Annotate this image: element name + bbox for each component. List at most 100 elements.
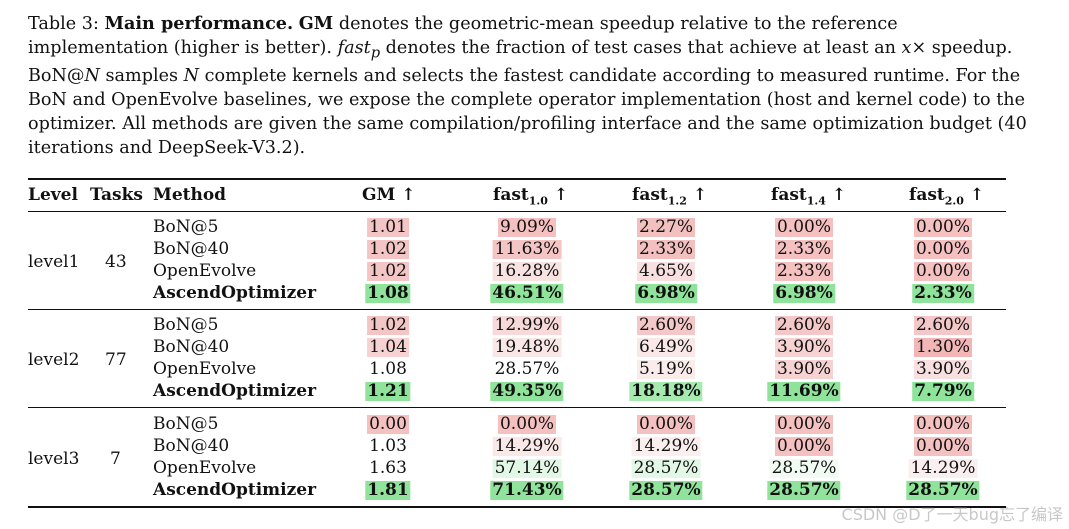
caption-n-var-2: N [183, 66, 200, 87]
value-cell-gm: 1.08 [365, 283, 411, 303]
value-cell-fast-1-0: 71.43% [490, 480, 564, 500]
value-cell-fast-1-4: 3.90% [774, 337, 834, 357]
value-cell-fast-1-0: 16.28% [492, 261, 562, 281]
value-cell-fast-1-2: 4.65% [636, 261, 696, 281]
value-cell-fast-1-0: 9.09% [497, 217, 557, 237]
value-cell-fast-1-0: 28.57% [492, 359, 562, 379]
method-name: BoN@40 [153, 239, 230, 259]
header-arrow: ↑ [825, 185, 847, 205]
value-cell-fast-1-2: 6.49% [636, 337, 696, 357]
method-name: OpenEvolve [153, 359, 257, 379]
caption-text-4: samples [99, 66, 184, 87]
caption-text-2: denotes the fraction of test cases that … [380, 37, 902, 58]
value-cell-fast-1-0: 11.63% [492, 239, 562, 259]
caption-x-var: x [901, 37, 912, 58]
group-rule-2 [28, 407, 1006, 408]
header-fast-text: fast [632, 185, 668, 205]
value-cell-fast-2-0: 0.00% [913, 217, 973, 237]
value-cell-fast-1-4: 0.00% [774, 217, 834, 237]
top-rule [28, 178, 1006, 180]
caption-bold-title: Main performance. [104, 13, 294, 34]
header-fast-1-0: fast1.0 ↑ [493, 185, 568, 207]
value-cell-fast-1-4: 2.33% [774, 261, 834, 281]
header-fast-text: fast [909, 185, 945, 205]
method-name: AscendOptimizer [153, 381, 317, 401]
value-cell-gm: 1.03 [367, 436, 409, 456]
value-cell-fast-2-0: 0.00% [913, 436, 973, 456]
value-cell-fast-1-4: 28.57% [769, 458, 839, 478]
value-cell-gm: 0.00 [367, 414, 409, 434]
value-cell-gm: 1.02 [367, 239, 409, 259]
table-caption: Table 3: Main performance. GM denotes th… [28, 12, 1038, 160]
value-cell-fast-2-0: 1.30% [913, 337, 973, 357]
value-cell-fast-2-0: 3.90% [913, 359, 973, 379]
level-label: level2 [28, 350, 80, 370]
value-cell-fast-1-4: 0.00% [774, 436, 834, 456]
header-fast-sub: 1.0 [528, 194, 548, 208]
value-cell-gm: 1.02 [367, 261, 409, 281]
value-cell-fast-1-2: 2.60% [636, 315, 696, 335]
value-cell-fast-1-2: 28.57% [629, 480, 703, 500]
header-level: Level [28, 185, 78, 205]
value-cell-gm: 1.01 [367, 217, 409, 237]
value-cell-fast-1-0: 57.14% [492, 458, 562, 478]
value-cell-fast-1-2: 6.98% [635, 283, 697, 303]
method-name: AscendOptimizer [153, 283, 317, 303]
header-fast-text: fast [493, 185, 529, 205]
method-name: OpenEvolve [153, 458, 257, 478]
value-cell-fast-2-0: 28.57% [906, 480, 980, 500]
header-fast-sub: 2.0 [944, 194, 964, 208]
header-fast-sub: 1.4 [806, 194, 826, 208]
value-cell-fast-1-0: 46.51% [490, 283, 564, 303]
value-cell-fast-1-4: 2.60% [774, 315, 834, 335]
method-name: AscendOptimizer [153, 480, 317, 500]
value-cell-fast-1-2: 0.00% [636, 414, 696, 434]
value-cell-fast-2-0: 0.00% [913, 239, 973, 259]
value-cell-gm: 1.02 [367, 315, 409, 335]
value-cell-fast-1-2: 18.18% [629, 381, 703, 401]
tasks-count: 77 [105, 350, 127, 370]
watermark: CSDN @D了一天bug忘了编译 [841, 505, 1063, 524]
level-label: level1 [28, 252, 80, 272]
method-name: BoN@40 [153, 436, 230, 456]
header-fast-1-4: fast1.4 ↑ [771, 185, 846, 207]
caption-gm-term: GM [298, 13, 334, 34]
method-name: BoN@5 [153, 414, 219, 434]
value-cell-fast-1-2: 28.57% [631, 458, 701, 478]
caption-text-3: × speedup. BoN@ [28, 37, 1013, 87]
value-cell-fast-2-0: 2.33% [912, 283, 974, 303]
value-cell-fast-1-0: 19.48% [492, 337, 562, 357]
value-cell-gm: 1.81 [365, 480, 411, 500]
header-gm: GM ↑ [362, 185, 416, 205]
value-cell-fast-1-0: 49.35% [490, 381, 564, 401]
value-cell-fast-1-4: 11.69% [767, 381, 841, 401]
value-cell-fast-1-4: 6.98% [773, 283, 835, 303]
value-cell-fast-2-0: 7.79% [912, 381, 974, 401]
method-name: OpenEvolve [153, 261, 257, 281]
tasks-count: 43 [105, 252, 127, 272]
header-fast-2-0: fast2.0 ↑ [909, 185, 984, 207]
value-cell-fast-1-2: 14.29% [631, 436, 701, 456]
group-rule-1 [28, 309, 1006, 310]
value-cell-fast-1-4: 3.90% [774, 359, 834, 379]
method-name: BoN@5 [153, 217, 219, 237]
value-cell-fast-1-4: 0.00% [774, 414, 834, 434]
header-arrow: ↑ [547, 185, 569, 205]
value-cell-gm: 1.63 [367, 458, 409, 478]
bottom-rule [28, 506, 1006, 508]
value-cell-fast-1-2: 2.33% [636, 239, 696, 259]
value-cell-gm: 1.08 [367, 359, 409, 379]
value-cell-fast-2-0: 14.29% [908, 458, 978, 478]
header-rule [28, 211, 1006, 212]
header-fast-text: fast [771, 185, 807, 205]
method-name: BoN@40 [153, 337, 230, 357]
value-cell-fast-1-0: 14.29% [492, 436, 562, 456]
tasks-count: 7 [110, 449, 121, 469]
level-label: level3 [28, 449, 80, 469]
header-arrow: ↑ [963, 185, 985, 205]
value-cell-fast-1-4: 2.33% [774, 239, 834, 259]
header-arrow: ↑ [686, 185, 708, 205]
caption-fast-var: fast [337, 37, 371, 58]
value-cell-fast-1-2: 5.19% [636, 359, 696, 379]
caption-n-var: N [84, 66, 100, 87]
